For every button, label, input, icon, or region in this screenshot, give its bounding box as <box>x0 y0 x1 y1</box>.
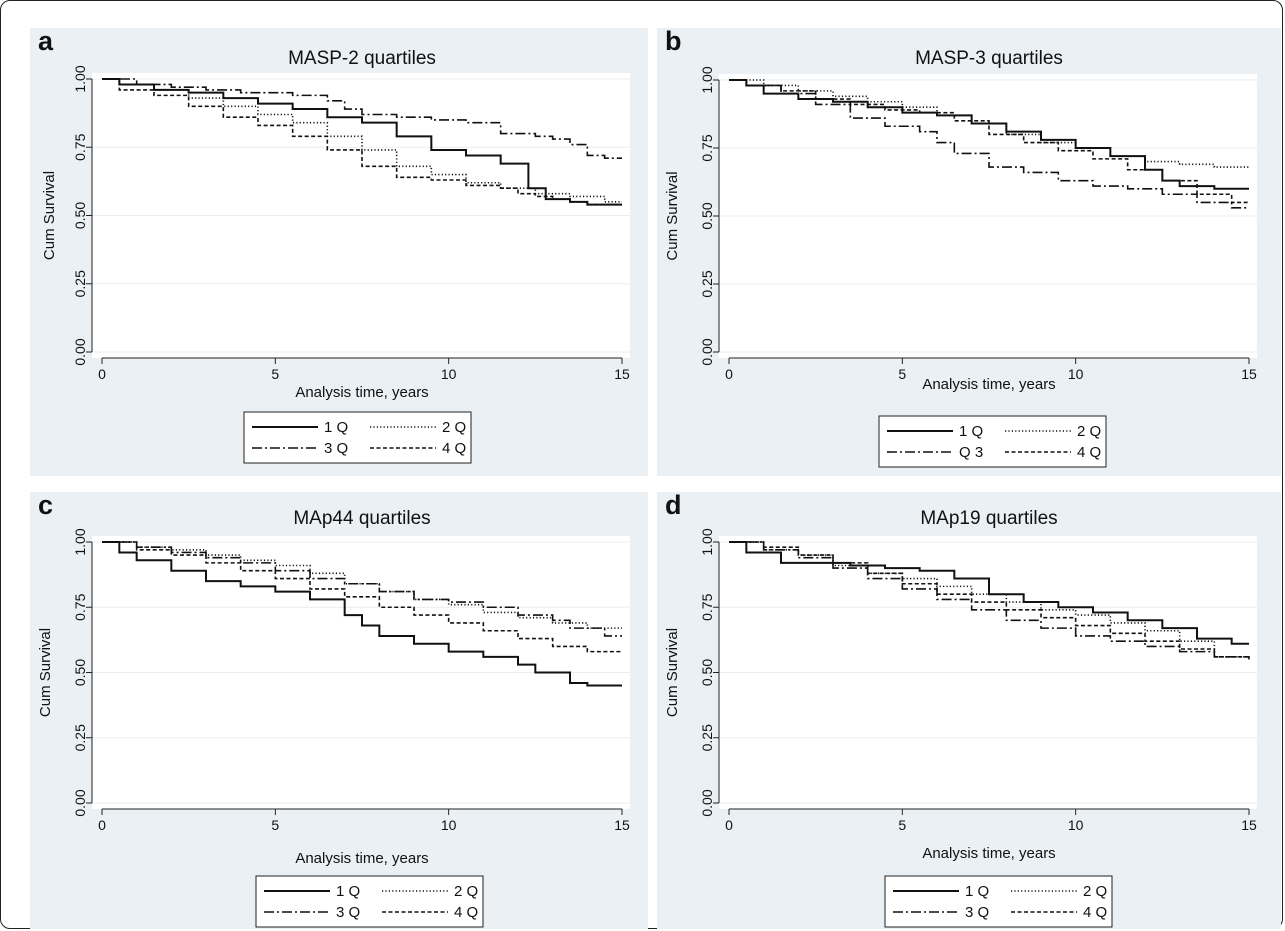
panel-d: MAp19 quartiles 0.00 0.25 0.50 0.75 1.00 0 5 10 1… <box>657 490 1281 929</box>
legend-label-4: 4 Q <box>442 440 466 457</box>
y-tick-label: 0.75 <box>72 593 88 620</box>
y-tick-label: 0.50 <box>699 202 715 229</box>
y-tick-label: 0.25 <box>699 724 715 751</box>
chart-title: MASP-2 quartiles <box>288 48 436 69</box>
legend-label-3: Q 3 <box>959 444 983 461</box>
x-tick-label: 15 <box>614 366 630 382</box>
chart-title: MAp44 quartiles <box>293 508 430 529</box>
series-line-3 <box>729 79 1249 209</box>
legend-label-1: 1 Q <box>336 883 360 900</box>
series-line-1 <box>102 541 622 687</box>
y-tick-label: 0.50 <box>72 202 88 229</box>
legend-label-4: 4 Q <box>454 904 478 921</box>
x-axis-label: Analysis time, years <box>922 845 1055 862</box>
series-line-4 <box>102 78 622 206</box>
y-tick-label: 1.00 <box>699 66 715 93</box>
x-tick-label: 10 <box>1068 366 1084 382</box>
series-line-2 <box>729 79 1249 168</box>
y-tick-label: 0.50 <box>699 659 715 686</box>
x-tick-label: 10 <box>441 366 457 382</box>
y-tick-label: 0.50 <box>72 659 88 686</box>
series-line-2 <box>729 541 1249 658</box>
y-axis-label: Cum Survival <box>41 171 58 260</box>
y-tick-label: 0.25 <box>72 270 88 297</box>
chart-title: MASP-3 quartiles <box>915 48 1063 69</box>
y-axis-label: Cum Survival <box>664 171 681 260</box>
y-axis-label: Cum Survival <box>664 628 681 717</box>
legend-label-2: 2 Q <box>454 883 478 900</box>
y-tick-label: 1.00 <box>72 528 88 555</box>
series-line-2 <box>102 78 622 203</box>
x-tick-label: 0 <box>98 366 106 382</box>
x-axis-label: Analysis time, years <box>922 376 1055 393</box>
panel-letter-a: a <box>38 26 54 56</box>
chart-title: MAp19 quartiles <box>920 508 1057 529</box>
x-tick-label: 0 <box>725 817 733 833</box>
panel-a: MASP-2 quartiles 0.00 0.25 0.50 0.75 1.00 0 5 10… <box>30 26 648 476</box>
legend-label-2: 2 Q <box>442 419 466 436</box>
legend-label-3: 3 Q <box>336 904 360 921</box>
y-axis-label: Cum Survival <box>37 628 54 717</box>
x-tick-label: 15 <box>1241 366 1257 382</box>
y-tick-label: 0.75 <box>699 134 715 161</box>
y-tick-label: 1.00 <box>699 528 715 555</box>
x-tick-label: 0 <box>98 817 106 833</box>
legend-box <box>878 415 1107 468</box>
x-tick-label: 0 <box>725 366 733 382</box>
y-tick-label: 0.00 <box>699 789 715 816</box>
x-tick-label: 5 <box>898 817 906 833</box>
y-tick-label: 0.25 <box>699 270 715 297</box>
y-tick-label: 0.75 <box>72 133 88 160</box>
y-tick-label: 0.00 <box>699 338 715 365</box>
series-line-2 <box>102 541 622 629</box>
legend-label-3: 3 Q <box>324 440 348 457</box>
x-tick-label: 10 <box>1068 817 1084 833</box>
series-line-4 <box>729 541 1249 658</box>
series-line-4 <box>729 79 1249 204</box>
legend-label-2: 2 Q <box>1077 423 1101 440</box>
chart-d-svg: MAp19 quartiles 0.00 0.25 0.50 0.75 1.00 0 5 10 1… <box>664 508 1257 928</box>
chart-c-svg: MAp44 quartiles 0.00 0.25 0.50 0.75 1.00 0 5 10 1… <box>37 508 630 928</box>
x-tick-label: 15 <box>1241 817 1257 833</box>
y-tick-label: 0.75 <box>699 593 715 620</box>
y-tick-label: 0.00 <box>72 789 88 816</box>
legend-label-1: 1 Q <box>959 423 983 440</box>
legend-label-4: 4 Q <box>1077 444 1101 461</box>
x-tick-label: 15 <box>614 817 630 833</box>
y-tick-label: 1.00 <box>72 65 88 92</box>
x-tick-label: 5 <box>898 366 906 382</box>
series-line-1 <box>729 541 1249 645</box>
legend-label-1: 1 Q <box>965 883 989 900</box>
legend-label-1: 1 Q <box>324 419 348 436</box>
x-tick-label: 10 <box>441 817 457 833</box>
chart-a-svg: MASP-2 quartiles 0.00 0.25 0.50 0.75 1.00 0 5 10… <box>41 48 630 464</box>
legend-label-2: 2 Q <box>1083 883 1107 900</box>
x-tick-label: 5 <box>271 817 279 833</box>
panel-c: MAp44 quartiles 0.00 0.25 0.50 0.75 1.00 0 5 10 1… <box>30 490 648 929</box>
legend-box <box>243 411 472 464</box>
x-axis-label: Analysis time, years <box>295 384 428 401</box>
panel-letter-c: c <box>38 490 54 520</box>
legend-box <box>255 875 484 928</box>
x-tick-label: 5 <box>271 366 279 382</box>
legend-label-4: 4 Q <box>1083 904 1107 921</box>
series-line-3 <box>102 78 622 159</box>
panel-b: MASP-3 quartiles 0.00 0.25 0.50 0.75 1.00 0 5 10… <box>657 26 1281 476</box>
legend-box <box>884 875 1113 928</box>
y-tick-label: 0.25 <box>72 724 88 751</box>
chart-b-svg: MASP-3 quartiles 0.00 0.25 0.50 0.75 1.00 0 5 10… <box>664 48 1257 468</box>
y-tick-label: 0.00 <box>72 338 88 365</box>
panel-letter-b: b <box>665 26 682 56</box>
panel-letter-d: d <box>665 490 682 520</box>
x-axis-label: Analysis time, years <box>295 850 428 867</box>
series-line-4 <box>102 541 622 653</box>
legend-label-3: 3 Q <box>965 904 989 921</box>
series-line-3 <box>102 541 622 637</box>
